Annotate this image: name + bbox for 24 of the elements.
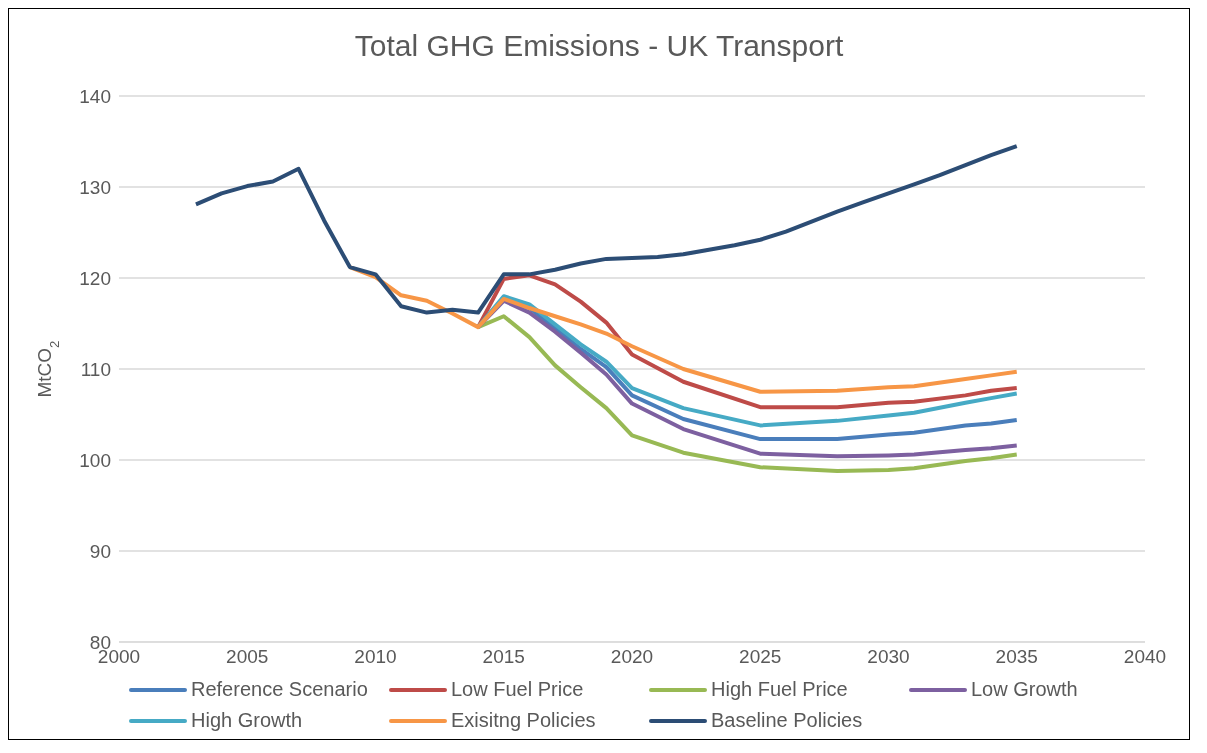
legend-label: High Growth [191, 709, 303, 732]
x-tick-label: 2020 [610, 646, 654, 668]
legend-label: Low Fuel Price [451, 678, 584, 701]
line-series [193, 144, 1019, 315]
y-tick-label: 130 [79, 176, 111, 198]
legend-label: High Fuel Price [711, 678, 848, 701]
y-tick-label: 90 [89, 540, 111, 562]
legend-label: Reference Scenario [191, 678, 368, 701]
line-series [476, 273, 1019, 410]
x-tick-label: 2040 [1123, 646, 1167, 668]
x-tick-label: 2015 [482, 646, 525, 668]
x-tick-label: 2035 [995, 646, 1038, 668]
x-tick-label: 2010 [354, 646, 397, 668]
x-tick-label: 2030 [867, 646, 910, 668]
y-tick-label: 100 [79, 449, 111, 471]
y-tick-label: 110 [80, 358, 111, 380]
chart-title: Total GHG Emissions - UK Transport [353, 28, 845, 64]
x-tick-label: 2005 [226, 646, 269, 668]
legend-label: Exisitng Policies [451, 709, 596, 732]
x-tick-label: 2025 [739, 646, 782, 668]
y-tick-label: 140 [79, 85, 111, 107]
y-tick-label: 120 [79, 267, 111, 289]
legend-label: Baseline Policies [711, 709, 863, 732]
legend-label: Low Growth [971, 678, 1078, 701]
